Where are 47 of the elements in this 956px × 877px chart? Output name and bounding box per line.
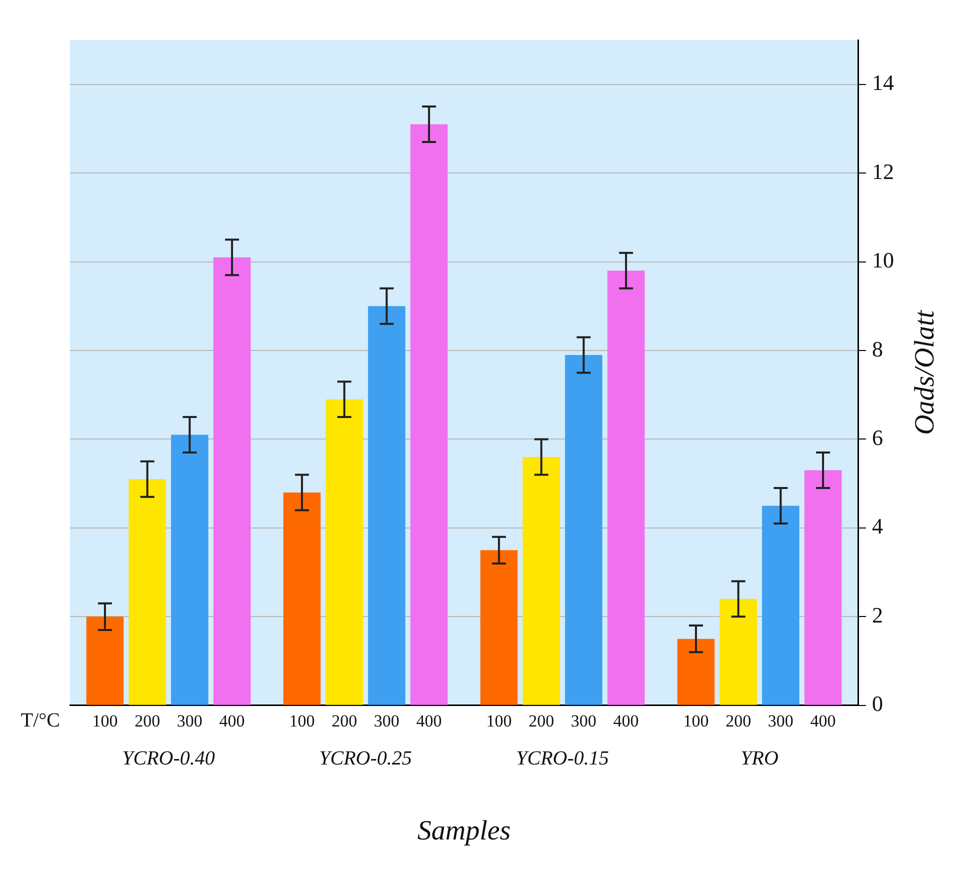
y-tick-label: 4 [872, 514, 883, 539]
text: 400 [613, 711, 639, 730]
y-axis-title: Oads/Olatt [909, 309, 940, 435]
text: 300 [374, 711, 400, 730]
text: 400 [810, 711, 836, 730]
bar [522, 456, 560, 705]
series-label: 200 [134, 711, 160, 730]
x-tick-label: YRO [740, 748, 778, 770]
y-tick-label: 0 [872, 691, 883, 716]
y-tick-label: 6 [872, 425, 883, 450]
text: 300 [570, 711, 596, 730]
x-tick-label: YCRO-0.40 [122, 748, 215, 770]
series-label: 300 [176, 711, 202, 730]
bar [565, 354, 602, 705]
bar [213, 257, 251, 705]
bar [720, 598, 757, 705]
series-label: 100 [92, 711, 118, 730]
text: 200 [726, 711, 752, 730]
bar [410, 124, 448, 705]
text: 400 [416, 711, 442, 730]
y-tick-label: 8 [872, 336, 883, 362]
x-tick-label: YCRO-0.15 [516, 748, 609, 770]
y-tick-label: 2 [872, 602, 883, 628]
bar [762, 506, 800, 705]
series-label: 400 [219, 711, 245, 730]
legend-title: T/°C [20, 710, 60, 732]
y-tick-label: 14 [872, 70, 894, 96]
bar [804, 470, 842, 705]
text: 100 [289, 711, 315, 730]
bar [86, 616, 124, 705]
bar [128, 479, 166, 705]
text: 200 [332, 711, 358, 730]
y-tick-label: 10 [872, 248, 894, 273]
text: 300 [768, 711, 794, 730]
bar [480, 550, 518, 705]
text: 200 [528, 711, 554, 730]
x-tick-label: YCRO-0.25 [319, 748, 412, 770]
bar [283, 492, 321, 705]
bar [171, 434, 208, 705]
bar [368, 306, 406, 705]
text: 100 [486, 711, 512, 730]
bar [677, 638, 715, 705]
x-axis-title: Samples [417, 816, 511, 847]
bar [326, 399, 363, 705]
bar [607, 270, 645, 705]
y-tick-label: 12 [872, 158, 894, 184]
text: 100 [683, 711, 709, 730]
